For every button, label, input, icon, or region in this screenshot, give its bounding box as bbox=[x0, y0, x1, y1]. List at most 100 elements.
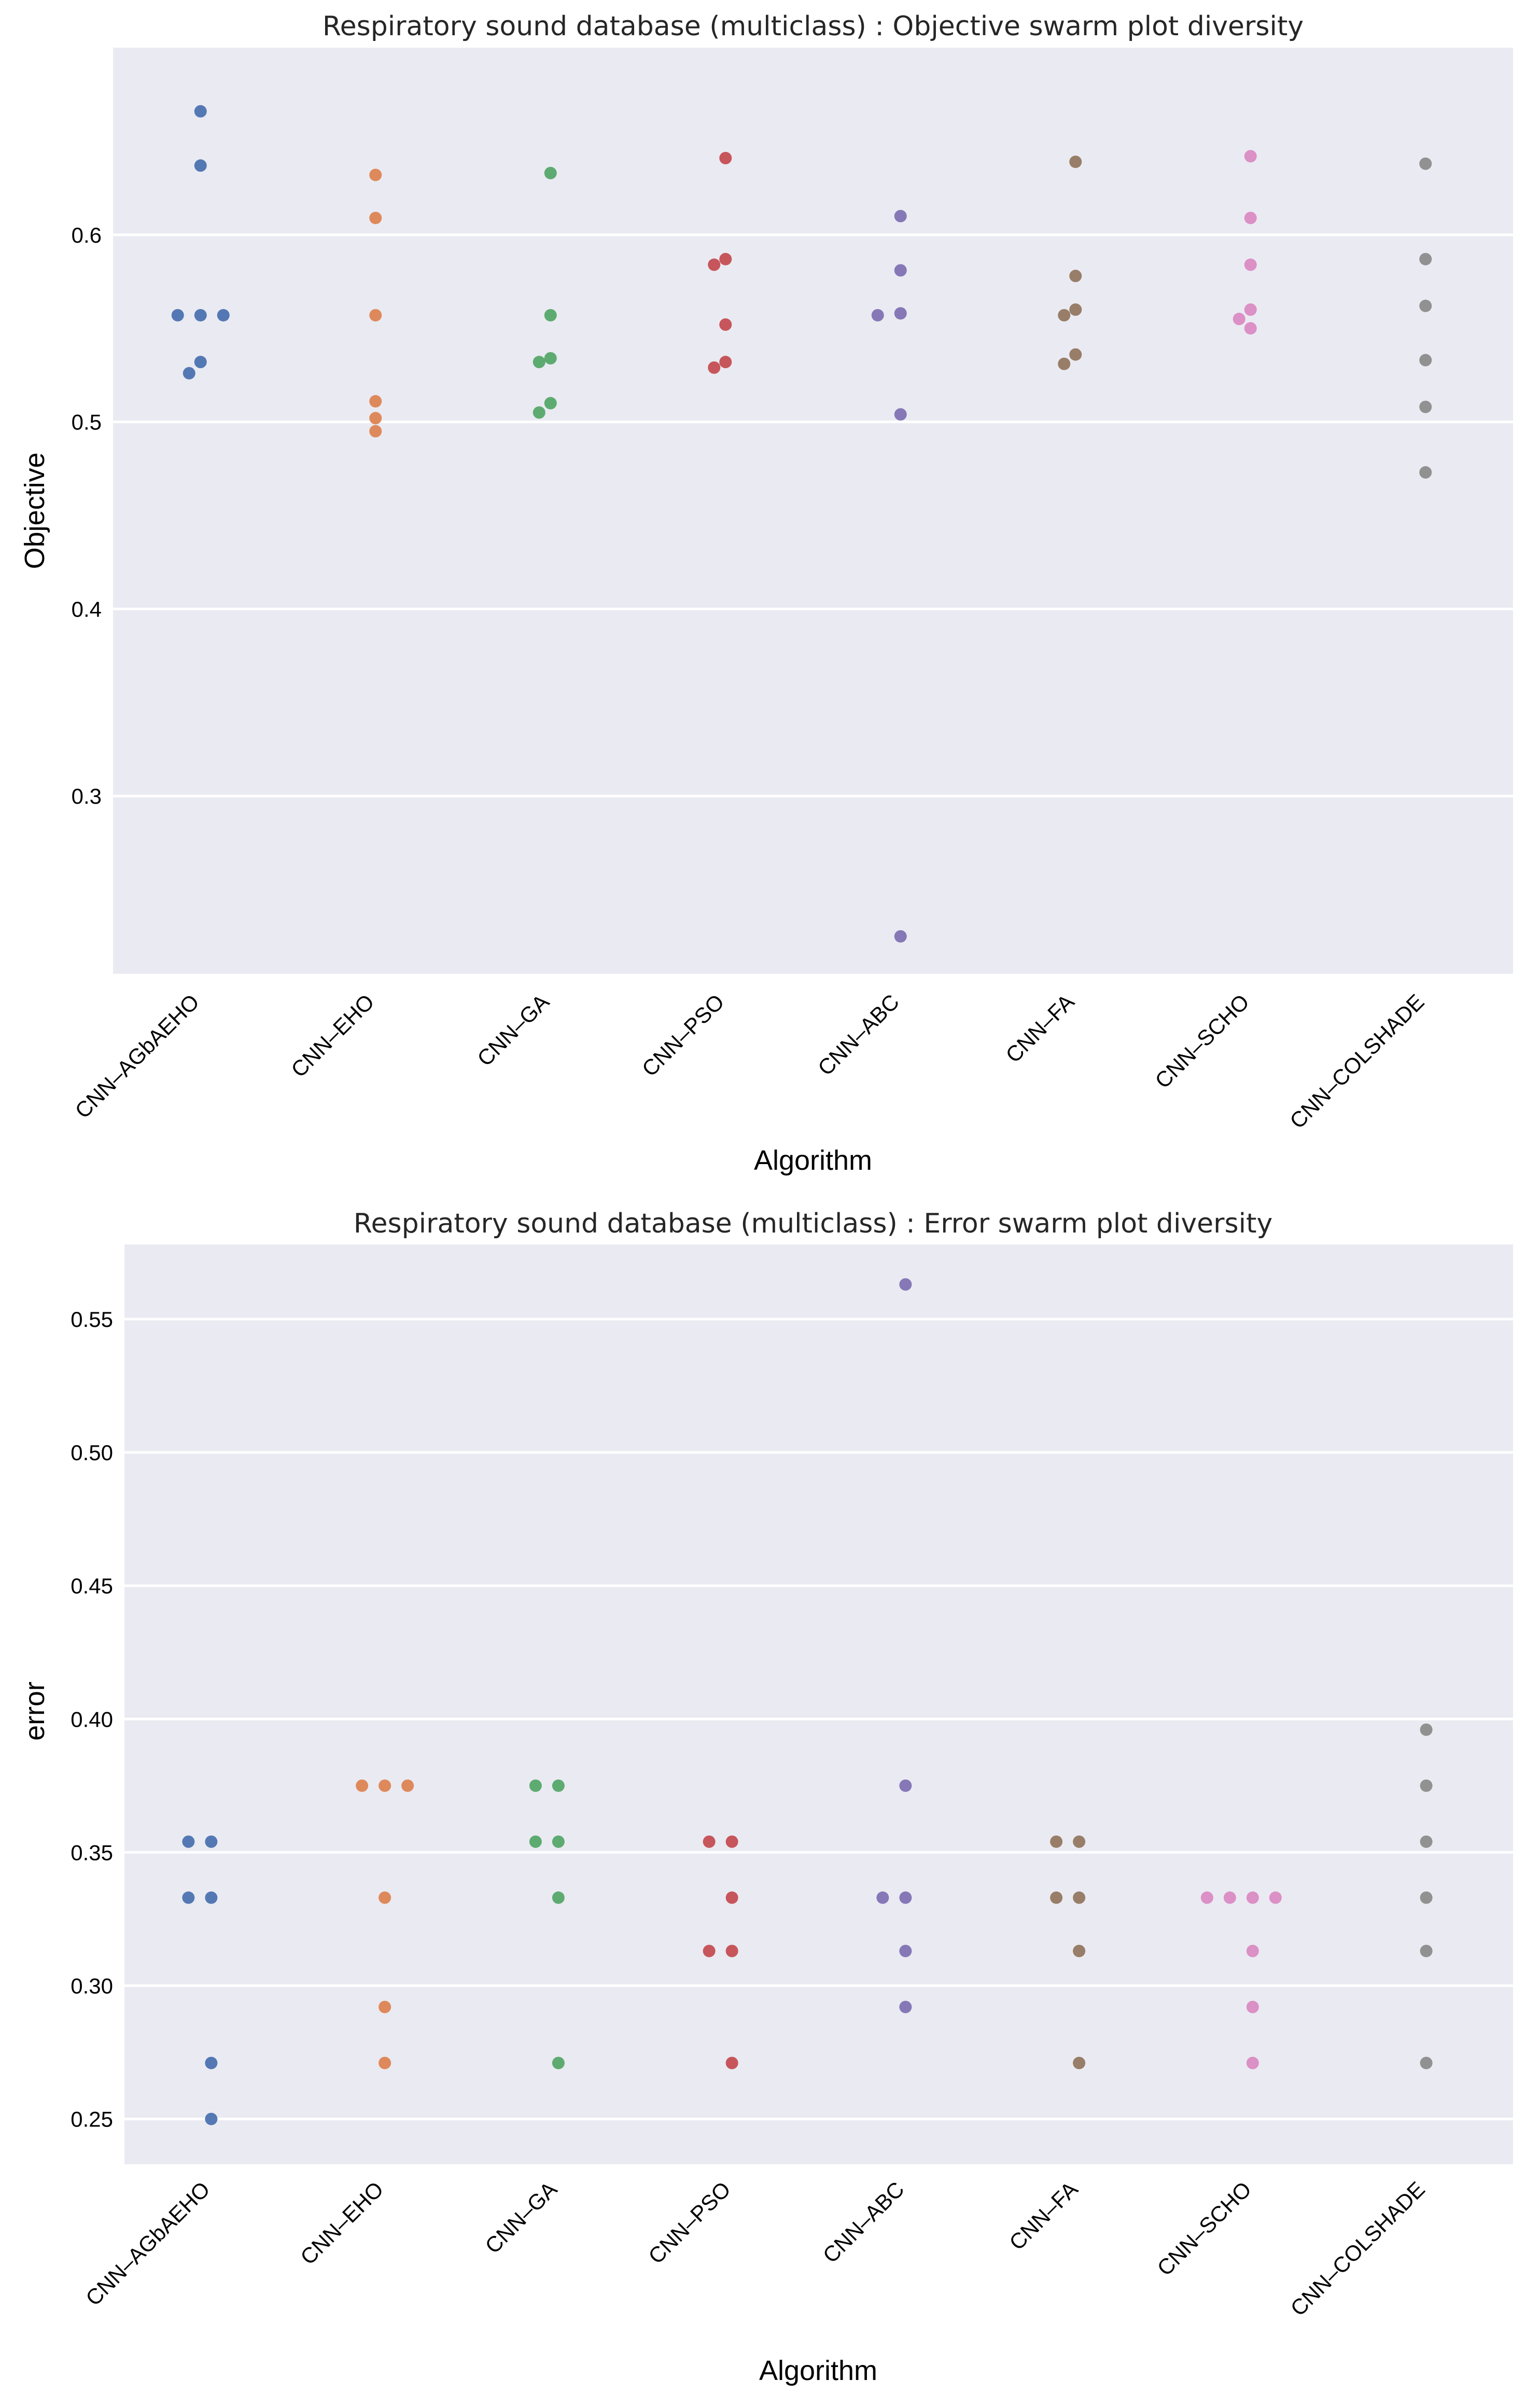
y-tick-label: 0.55 bbox=[71, 1307, 113, 1332]
data-point bbox=[894, 408, 907, 421]
y-axis-label: error bbox=[19, 1682, 50, 1741]
data-point bbox=[379, 1779, 391, 1792]
data-point bbox=[1419, 400, 1432, 413]
x-tick-label: CNN–GA bbox=[472, 989, 554, 1071]
data-point bbox=[356, 1779, 369, 1792]
y-tick-label: 0.3 bbox=[72, 784, 102, 808]
data-point bbox=[552, 2056, 565, 2069]
x-tick-label: CNN–FA bbox=[1001, 989, 1079, 1067]
data-point bbox=[401, 1779, 414, 1792]
y-tick-label: 0.4 bbox=[72, 597, 102, 621]
data-point bbox=[1058, 309, 1071, 321]
data-point bbox=[1069, 156, 1082, 169]
data-point bbox=[1200, 1891, 1213, 1904]
data-point bbox=[379, 1891, 391, 1904]
data-point bbox=[719, 151, 732, 164]
data-point bbox=[1244, 150, 1257, 163]
x-axis-label: Algorithm bbox=[759, 2355, 877, 2386]
data-point bbox=[1073, 1835, 1086, 1848]
data-point bbox=[182, 1835, 195, 1848]
x-tick-label: CNN–FA bbox=[1004, 2177, 1082, 2255]
data-point bbox=[552, 1835, 565, 1848]
x-tick-label: CNN–AGbAEHO bbox=[70, 989, 204, 1123]
data-point bbox=[1244, 322, 1257, 335]
y-tick-label: 0.5 bbox=[72, 410, 102, 435]
data-point bbox=[379, 2056, 391, 2069]
data-point bbox=[1244, 303, 1257, 316]
gridlines bbox=[124, 1318, 1513, 2121]
x-tick-label: CNN–PSO bbox=[637, 989, 729, 1081]
data-point bbox=[194, 356, 207, 369]
data-point bbox=[544, 352, 557, 365]
data-point bbox=[725, 1891, 738, 1904]
x-tick-label: CNN–SCHO bbox=[1150, 989, 1254, 1093]
data-point bbox=[725, 2056, 738, 2069]
data-point bbox=[171, 309, 184, 321]
data-point bbox=[1420, 1779, 1433, 1792]
x-tick-label: CNN–ABC bbox=[813, 989, 904, 1080]
data-point bbox=[205, 2112, 218, 2125]
data-point bbox=[1244, 212, 1257, 225]
category-labels: CNN–AGbAEHO CNN–EHO CNN–GA CNN–PSO CNN–ABC CN… bbox=[81, 2177, 1430, 2320]
x-tick-label: CNN–SCHO bbox=[1152, 2177, 1256, 2280]
data-point bbox=[725, 1944, 738, 1957]
data-point bbox=[544, 397, 557, 410]
data-point bbox=[369, 309, 382, 321]
data-point bbox=[1420, 1835, 1433, 1848]
data-point bbox=[552, 1779, 565, 1792]
data-point bbox=[1073, 1891, 1086, 1904]
y-tick-labels: 0.3 0.4 0.5 0.6 bbox=[72, 223, 102, 808]
x-tick-label: CNN–GA bbox=[480, 2177, 562, 2258]
data-point bbox=[533, 356, 545, 369]
y-tick-label: 0.30 bbox=[71, 1973, 113, 1998]
x-tick-label: CNN–COLSHADE bbox=[1285, 989, 1429, 1133]
data-point bbox=[1069, 348, 1082, 361]
data-point bbox=[1246, 1891, 1259, 1904]
data-point bbox=[1069, 270, 1082, 283]
data-point bbox=[369, 412, 382, 425]
plot-area bbox=[124, 1244, 1513, 2164]
data-point bbox=[1420, 1891, 1433, 1904]
data-point bbox=[1050, 1835, 1063, 1848]
data-point bbox=[1223, 1891, 1236, 1904]
data-point bbox=[1419, 466, 1432, 479]
data-point bbox=[194, 105, 207, 118]
data-point bbox=[894, 264, 907, 277]
y-tick-label: 0.6 bbox=[72, 223, 102, 247]
data-point bbox=[876, 1891, 889, 1904]
data-point bbox=[1246, 2000, 1259, 2013]
y-tick-labels: 0.25 0.30 0.35 0.40 0.45 0.50 0.55 bbox=[71, 1307, 113, 2132]
data-point bbox=[703, 1944, 716, 1957]
data-point bbox=[703, 1835, 716, 1848]
chart-title: Respiratory sound database (multiclass) … bbox=[354, 1208, 1272, 1239]
data-point bbox=[529, 1779, 542, 1792]
data-point bbox=[369, 212, 382, 225]
data-point bbox=[183, 367, 195, 380]
data-point bbox=[1419, 157, 1432, 170]
data-point bbox=[1420, 1723, 1433, 1736]
x-tick-label: CNN–EHO bbox=[286, 989, 379, 1082]
data-point bbox=[552, 1891, 565, 1904]
data-point bbox=[544, 309, 557, 321]
data-point bbox=[1244, 258, 1257, 271]
data-point bbox=[899, 2000, 912, 2013]
y-tick-label: 0.25 bbox=[71, 2107, 113, 2132]
y-tick-label: 0.45 bbox=[71, 1574, 113, 1598]
data-point bbox=[1058, 357, 1071, 370]
data-point bbox=[1419, 299, 1432, 312]
gridlines bbox=[113, 233, 1513, 797]
y-tick-label: 0.40 bbox=[71, 1707, 113, 1731]
data-point bbox=[1269, 1891, 1282, 1904]
data-point bbox=[899, 1891, 912, 1904]
data-point bbox=[719, 253, 732, 265]
data-points bbox=[182, 1278, 1433, 2125]
x-tick-label: CNN–COLSHADE bbox=[1286, 2177, 1430, 2320]
data-point bbox=[544, 166, 557, 179]
plot-area bbox=[113, 48, 1513, 974]
data-point bbox=[1420, 2056, 1433, 2069]
data-point bbox=[205, 1835, 218, 1848]
data-point bbox=[1073, 2056, 1086, 2069]
data-point bbox=[719, 318, 732, 331]
x-tick-label: CNN–AGbAEHO bbox=[81, 2177, 215, 2311]
